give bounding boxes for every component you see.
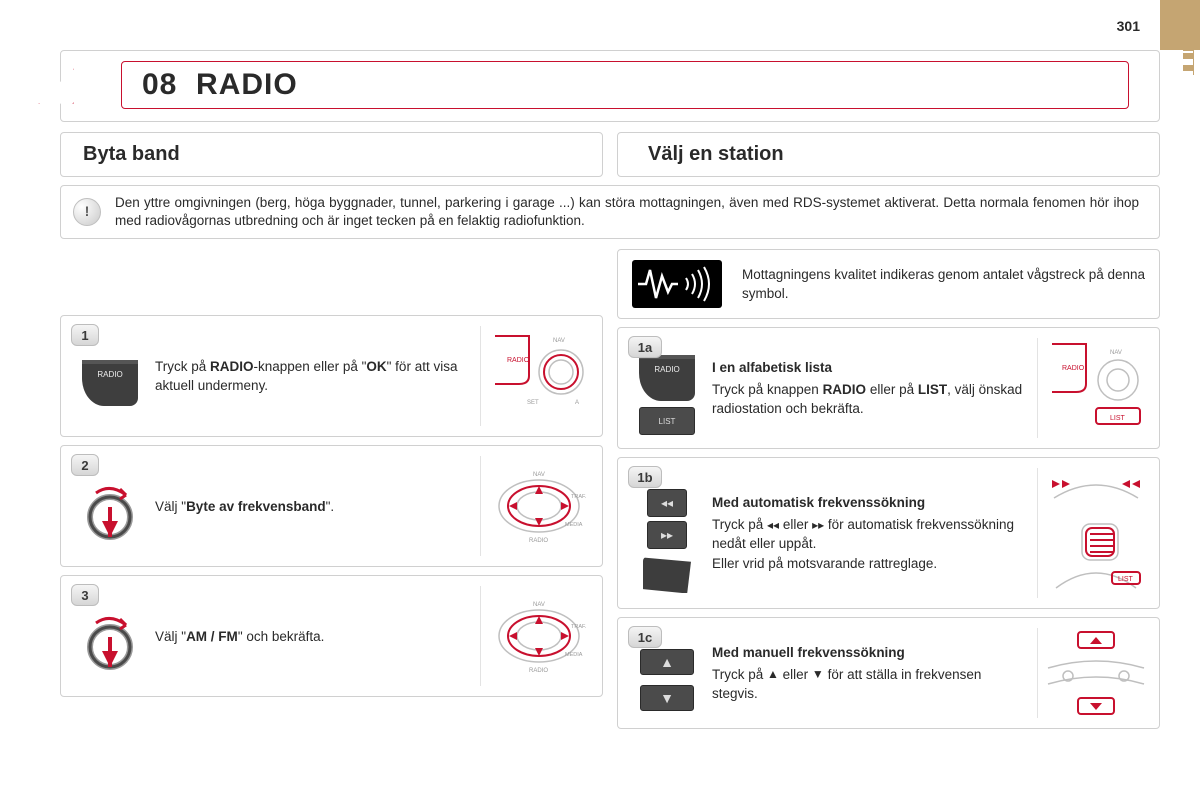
step-badge: 2 (71, 454, 99, 476)
svg-text:NAV: NAV (533, 472, 545, 478)
step-heading: Med automatisk frekvenssökning (712, 493, 1027, 513)
step-heading: I en alfabetisk lista (712, 358, 1027, 378)
step-text: Tryck på RADIO-knappen eller på "OK" för… (155, 357, 470, 396)
svg-text:TRAF.: TRAF. (571, 624, 587, 630)
left-column: 1 RADIO Tryck på RADIO-knappen eller på … (60, 249, 603, 729)
signal-quality-text: Mottagningens kvalitet indikeras genom a… (742, 265, 1147, 304)
exclamation-icon: ! (73, 198, 101, 226)
svg-text:SET: SET (527, 400, 539, 406)
step-badge: 1a (628, 336, 662, 358)
step-card-left-3: 3 Välj "AM / FM" och bekräfta. (60, 575, 603, 697)
step-card-right-1b: 1b ◂◂ ▸▸ Med automatisk frekvenssökning … (617, 457, 1160, 609)
step-text: Tryck på knappen RADIO eller på LIST, vä… (712, 382, 1022, 417)
svg-text:A: A (575, 400, 579, 406)
nav-dial-illustration: NAV TRAF. RADIO MEDIA (480, 586, 590, 686)
button-panel-illustration (1037, 628, 1147, 718)
section-heading-left: Byta band (60, 132, 603, 177)
step-text-line2: Eller vrid på motsvarande rattreglage. (712, 556, 937, 571)
step-card-right-1a: 1a RADIO LIST I en alfabetisk lista Tryc… (617, 327, 1160, 449)
nav-dial-illustration: NAV TRAF. RADIO MEDIA (480, 456, 590, 556)
step-card-left-2: 2 Välj "Byte av frekvensband". (60, 445, 603, 567)
svg-text:RADIO: RADIO (507, 357, 530, 364)
step-card-left-1: 1 RADIO Tryck på RADIO-knappen eller på … (60, 315, 603, 437)
step-badge: 3 (71, 584, 99, 606)
step-down-button-icon: ▼ (640, 685, 694, 711)
svg-text:NAV: NAV (553, 338, 565, 344)
seek-back-icon: ◂◂ (647, 489, 687, 517)
step-up-button-icon: ▲ (640, 649, 694, 675)
step-badge: 1b (628, 466, 662, 488)
list-button-icon: LIST (639, 407, 695, 435)
svg-text:LIST: LIST (1118, 576, 1134, 583)
step-text: Tryck på ▲ eller ▼ för att ställa in fre… (712, 667, 981, 702)
chapter-title: RADIO (196, 68, 298, 101)
svg-text:RADIO: RADIO (529, 538, 548, 544)
chapter-number: 08 (142, 68, 177, 102)
rotary-knob-icon (80, 613, 140, 673)
step-badge: 1c (628, 626, 662, 648)
svg-text:NAV: NAV (1110, 350, 1122, 356)
seek-fwd-icon: ▸▸ (647, 521, 687, 549)
step-text: Välj "AM / FM" och bekräfta. (155, 627, 470, 647)
step-text: Välj "Byte av frekvensband". (155, 497, 470, 517)
step-card-right-1c: 1c ▲ ▼ Med manuell frekvenssökning Tryck… (617, 617, 1160, 729)
svg-text:NAV: NAV (533, 602, 545, 608)
dial-panel-illustration: RADIO NAV LIST (1037, 338, 1147, 438)
chapter-title-bar: 08 RADIO (60, 50, 1160, 122)
step-badge: 1 (71, 324, 99, 346)
right-column: Mottagningens kvalitet indikeras genom a… (617, 249, 1160, 729)
step-heading: Med manuell frekvenssökning (712, 643, 1027, 663)
radio-button-icon: RADIO (639, 355, 695, 401)
radio-button-icon: RADIO (82, 360, 138, 406)
step-text: Tryck på ◂◂ eller ▸▸ för automatisk frek… (712, 517, 1014, 552)
svg-text:MEDIA: MEDIA (565, 652, 583, 658)
page-corner-tab (1160, 0, 1200, 50)
page-number: 301 (1117, 18, 1140, 34)
svg-text:LIST: LIST (1110, 415, 1126, 422)
svg-text:RADIO: RADIO (529, 668, 548, 674)
rotary-knob-icon (80, 483, 140, 543)
signal-wave-icon (632, 260, 722, 308)
signal-quality-card: Mottagningens kvalitet indikeras genom a… (617, 249, 1160, 319)
steering-wheel-illustration: LIST (1037, 468, 1147, 598)
svg-text:TRAF.: TRAF. (571, 494, 587, 500)
svg-text:RADIO: RADIO (1062, 365, 1085, 372)
section-heading-right: Välj en station (617, 132, 1160, 177)
svg-text:MEDIA: MEDIA (565, 522, 583, 528)
dial-panel-illustration: RADIO NAV SET A (480, 326, 590, 426)
alert-text: Den yttre omgivningen (berg, höga byggna… (115, 195, 1139, 228)
steering-control-icon (643, 557, 691, 593)
alert-note: ! Den yttre omgivningen (berg, höga bygg… (60, 185, 1160, 239)
